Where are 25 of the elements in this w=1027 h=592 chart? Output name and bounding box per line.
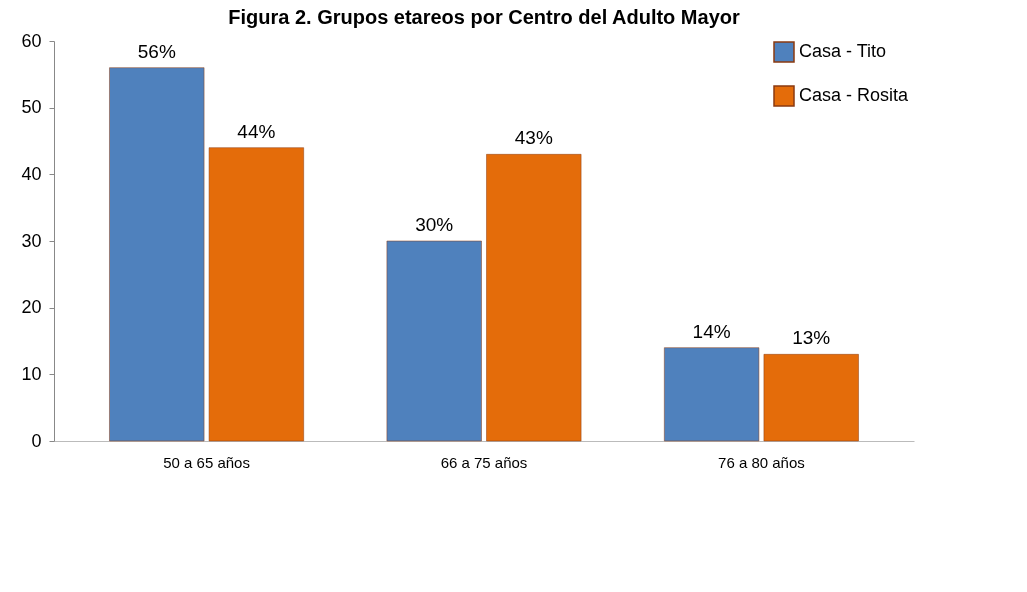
bar: [208, 147, 304, 442]
y-tick-label: 50: [21, 97, 42, 118]
bar: [386, 240, 482, 442]
y-tick-label: 0: [31, 430, 42, 451]
y-tick-label: 60: [21, 30, 42, 51]
x-tick-label: 76 a 80 años: [718, 453, 805, 471]
x-tick-label: 50 a 65 años: [163, 453, 250, 471]
bar: [763, 354, 859, 442]
x-tick-label: 66 a 75 años: [440, 453, 528, 471]
legend-label: Casa - Rosita: [799, 85, 910, 105]
y-tick-label: 30: [21, 230, 42, 251]
chart-title: Figura 2. Grupos etareos por Centro del Adulto Mayor: [228, 6, 740, 28]
y-tick-label: 20: [21, 297, 42, 318]
data-label: 56%: [137, 40, 176, 62]
data-label: 14%: [692, 320, 731, 342]
y-tick-label: 40: [21, 163, 42, 184]
data-label: 30%: [415, 214, 454, 235]
bar: [664, 347, 760, 442]
data-label: 13%: [792, 327, 831, 349]
bar: [109, 67, 205, 442]
data-label: 44%: [237, 120, 276, 142]
data-label: 43%: [514, 127, 553, 149]
y-tick-label: 10: [21, 363, 42, 384]
bar: [486, 154, 582, 442]
legend-label: Casa - Tito: [799, 41, 887, 61]
